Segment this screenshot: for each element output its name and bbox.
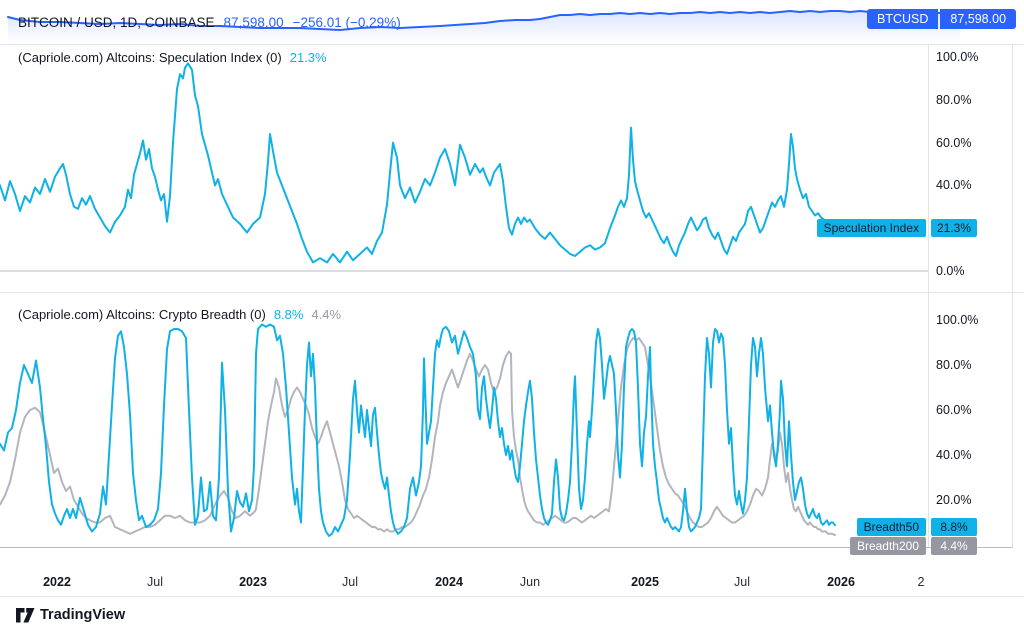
pane1-value: 21.3% xyxy=(289,50,327,65)
time-axis-label: Jul xyxy=(734,575,750,589)
breadth50-label-badge: Breadth50 xyxy=(856,518,926,536)
price-scale-label: 20.0% xyxy=(936,493,972,507)
time-axis-label: Jul xyxy=(342,575,358,589)
pane2-value2: 4.4% xyxy=(311,307,342,322)
speculation-index-value-badge: 21.3% xyxy=(931,219,977,237)
breadth200-value-badge: 4.4% xyxy=(931,537,977,555)
time-axis-label: 2023 xyxy=(239,575,267,589)
tradingview-brand-link[interactable]: TradingView xyxy=(40,607,126,623)
price-scale-label: 0.0% xyxy=(936,264,965,278)
time-axis-label: Jun xyxy=(519,575,541,589)
pane2-title: (Capriole.com) Altcoins: Crypto Breadth … xyxy=(18,307,266,322)
pane2-zero-gridline xyxy=(0,547,1013,548)
price-scale-label: 100.0% xyxy=(936,313,979,327)
crypto-breadth-pane[interactable] xyxy=(0,292,928,547)
symbol-badge: BTCUSD xyxy=(867,9,939,29)
pane2-legend[interactable]: (Capriole.com) Altcoins: Crypto Breadth … xyxy=(18,307,341,322)
symbol-title[interactable]: BITCOIN / USD, 1D, COINBASE xyxy=(18,14,215,30)
speculation-index-pane[interactable] xyxy=(0,44,928,291)
breadth50-value-badge: 8.8% xyxy=(931,518,977,536)
last-price: 87,598.00 xyxy=(223,14,284,30)
price-change: −256.01 (−0.29%) xyxy=(292,14,401,30)
price-scale-label: 60.0% xyxy=(936,136,972,150)
price-scale-right-border xyxy=(1012,44,1013,547)
price-scale-label: 100.0% xyxy=(936,50,979,64)
pane1-legend[interactable]: (Capriole.com) Altcoins: Speculation Ind… xyxy=(18,50,327,65)
time-axis-label: Jul xyxy=(147,575,163,589)
price-badge: 87,598.00 xyxy=(940,9,1017,29)
price-scale-label: 40.0% xyxy=(936,178,972,192)
symbol-legend: BITCOIN / USD, 1D, COINBASE 87,598.00 −2… xyxy=(18,13,401,31)
footer: TradingView xyxy=(0,596,1024,635)
time-axis-label: 2026 xyxy=(827,575,855,589)
price-scale-label: 40.0% xyxy=(936,448,972,462)
price-scale-label: 60.0% xyxy=(936,403,972,417)
time-axis-label: 2 xyxy=(917,575,925,589)
breadth200-label-badge: Breadth200 xyxy=(849,537,926,555)
price-scale-label: 80.0% xyxy=(936,358,972,372)
price-scale-label: 80.0% xyxy=(936,93,972,107)
price-scale-badges: BTCUSD 87,598.00 xyxy=(867,9,1017,29)
pane2-value1: 8.8% xyxy=(273,307,304,322)
topbar: BITCOIN / USD, 1D, COINBASE 87,598.00 −2… xyxy=(0,0,1024,45)
time-axis-label: 2025 xyxy=(631,575,659,589)
tradingview-logo-icon xyxy=(16,608,35,623)
pane-separator[interactable] xyxy=(0,292,1024,293)
time-axis-label: 2024 xyxy=(435,575,463,589)
price-scale-border[interactable] xyxy=(928,44,929,547)
pane1-title: (Capriole.com) Altcoins: Speculation Ind… xyxy=(18,50,282,65)
time-axis-label: 2022 xyxy=(43,575,71,589)
speculation-index-label-badge: Speculation Index xyxy=(816,219,926,237)
